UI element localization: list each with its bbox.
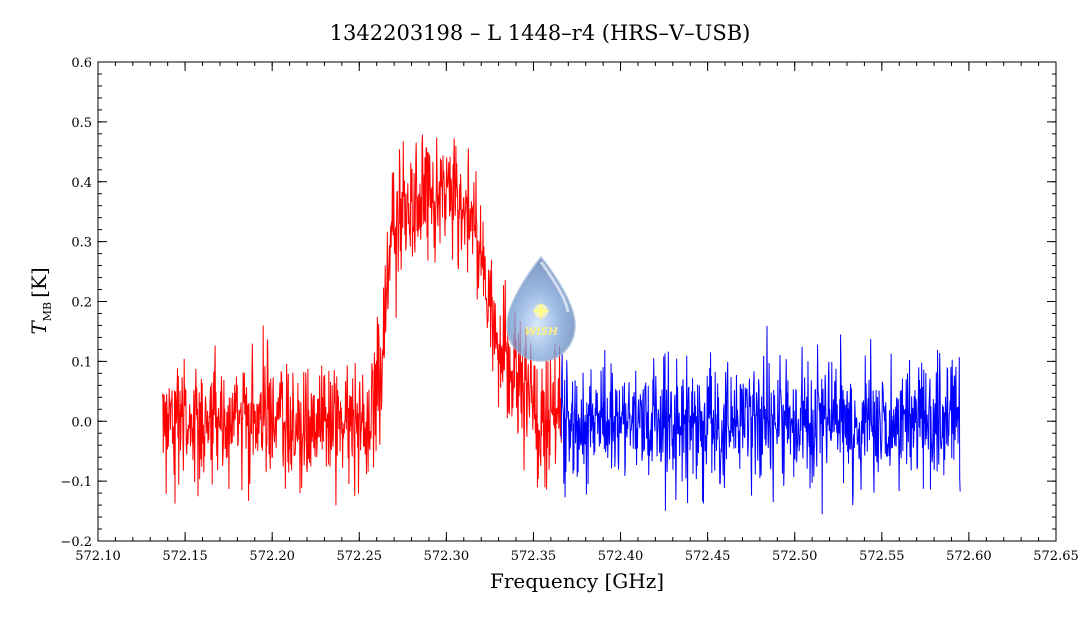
- x-tick-label: 572.50: [772, 549, 818, 564]
- y-tick-label: −0.1: [60, 475, 92, 490]
- wish-logo: WISH: [506, 255, 576, 362]
- x-tick-label: 572.30: [424, 549, 470, 564]
- x-tick-label: 572.35: [511, 549, 557, 564]
- x-tick-label: 572.60: [946, 549, 992, 564]
- y-axis-title-main: T: [27, 320, 51, 335]
- series-line-1: [161, 134, 562, 506]
- y-tick-label: 0.6: [71, 56, 92, 71]
- x-axis-title: Frequency [GHz]: [490, 569, 664, 593]
- y-tick-label: 0.3: [71, 236, 92, 251]
- x-tick-label: 572.15: [162, 549, 208, 564]
- y-axis-title-unit: [K]: [27, 267, 51, 298]
- series-layer: [161, 134, 961, 515]
- y-axis: −0.2 −0.1 0.0 0.1 0.2 0.3 0.4 0.5 0.6: [60, 56, 1056, 550]
- x-axis: 572.10 572.15 572.20 572.25 572.30 572.35 572.…: [75, 62, 1079, 564]
- y-tick-label: 0.4: [71, 176, 92, 191]
- y-tick-label: 0.2: [71, 296, 92, 311]
- x-tick-label: 572.45: [685, 549, 731, 564]
- x-tick-label: 572.25: [337, 549, 383, 564]
- logo-star-icon: [532, 302, 550, 320]
- chart-title: 1342203198 – L 1448–r4 (HRS–V–USB): [330, 21, 751, 45]
- y-tick-label: 0.1: [71, 355, 92, 370]
- logo-text: WISH: [524, 325, 557, 338]
- y-axis-title: TMB [K]: [27, 267, 54, 334]
- series-line-2: [560, 325, 961, 515]
- svg-text:TMB[K]: TMB [K]: [27, 267, 54, 334]
- y-tick-label: 0.5: [71, 116, 92, 131]
- x-tick-label: 572.55: [859, 549, 905, 564]
- x-tick-label: 572.10: [75, 549, 121, 564]
- x-tick-label: 572.20: [249, 549, 295, 564]
- y-tick-label: −0.2: [60, 535, 92, 550]
- x-tick-label: 572.65: [1033, 549, 1079, 564]
- x-tick-label: 572.40: [598, 549, 644, 564]
- y-axis-title-sub: MB: [41, 302, 54, 321]
- y-tick-label: 0.0: [71, 415, 92, 430]
